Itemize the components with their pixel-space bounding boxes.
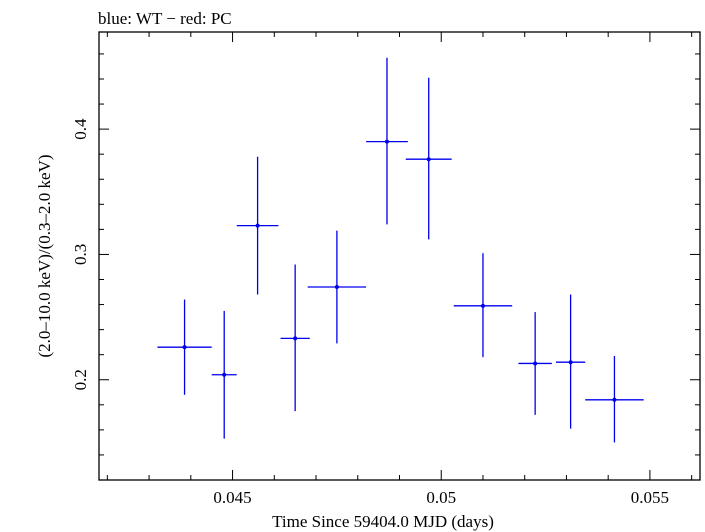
data-point: [280, 264, 310, 412]
data-point: [211, 310, 237, 439]
data-point: [518, 312, 552, 415]
tick-labels: 0.045 0.05 0.055 0.2 0.3 0.4: [71, 118, 669, 507]
y-axis-label: (2.0–10.0 keV)/(0.3–2.0 keV): [35, 154, 54, 357]
chart-title: blue: WT − red: PC: [98, 9, 232, 28]
data-point: [366, 57, 408, 225]
data-point: [157, 299, 212, 395]
point-marker: [612, 397, 617, 402]
point-marker: [426, 157, 431, 162]
plot-frame: [98, 31, 701, 481]
point-marker: [384, 139, 389, 144]
point-marker: [293, 336, 298, 341]
point-marker: [255, 223, 260, 228]
x-tick-label: 0.055: [631, 488, 669, 507]
data-point: [307, 230, 367, 344]
x-axis-label: Time Since 59404.0 MJD (days): [272, 512, 494, 531]
data-point: [236, 156, 279, 295]
point-marker: [568, 360, 573, 365]
point-marker: [182, 345, 187, 350]
x-tick-label: 0.05: [426, 488, 456, 507]
y-tick-label: 0.2: [71, 369, 90, 390]
point-marker: [334, 285, 339, 290]
x-tick-label: 0.045: [213, 488, 251, 507]
point-marker: [222, 372, 227, 377]
data-point: [585, 355, 644, 443]
data-point: [405, 77, 452, 240]
data-points: [157, 57, 644, 443]
data-point: [556, 294, 586, 429]
data-point: [453, 253, 513, 358]
point-marker: [533, 361, 538, 366]
point-marker: [480, 303, 485, 308]
y-tick-label: 0.3: [71, 244, 90, 265]
y-tick-label: 0.4: [71, 118, 90, 140]
axis-ticks: [99, 32, 700, 480]
